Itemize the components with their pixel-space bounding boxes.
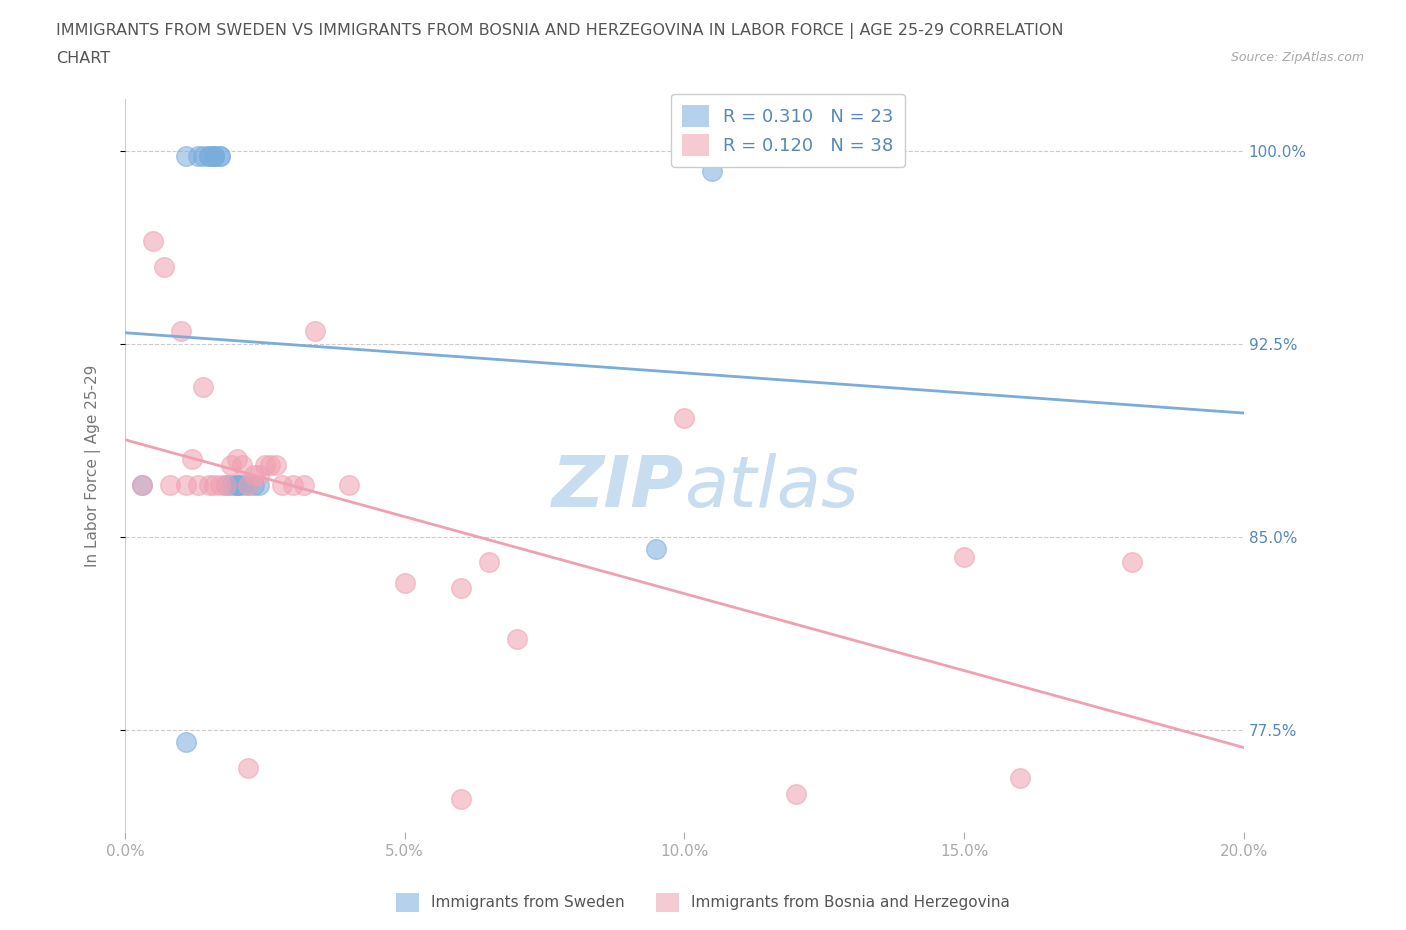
Point	[1121, 555, 1143, 570]
Point	[231, 458, 253, 472]
Y-axis label: In Labor Force | Age 25-29: In Labor Force | Age 25-29	[86, 365, 101, 567]
Point	[225, 478, 247, 493]
Point	[673, 411, 696, 426]
Point	[292, 478, 315, 493]
Point	[208, 478, 231, 493]
Point	[131, 478, 153, 493]
Point	[219, 458, 242, 472]
Point	[264, 458, 287, 472]
Point	[477, 555, 499, 570]
Point	[187, 149, 209, 164]
Point	[1008, 771, 1031, 786]
Text: ZIP: ZIP	[553, 453, 685, 523]
Point	[225, 478, 247, 493]
Point	[198, 478, 221, 493]
Point	[270, 478, 292, 493]
Point	[193, 149, 215, 164]
Point	[204, 149, 226, 164]
Point	[176, 735, 198, 750]
Point	[187, 478, 209, 493]
Point	[304, 324, 326, 339]
Point	[176, 478, 198, 493]
Legend: R = 0.310   N = 23, R = 0.120   N = 38: R = 0.310 N = 23, R = 0.120 N = 38	[671, 94, 904, 166]
Text: IMMIGRANTS FROM SWEDEN VS IMMIGRANTS FROM BOSNIA AND HERZEGOVINA IN LABOR FORCE : IMMIGRANTS FROM SWEDEN VS IMMIGRANTS FRO…	[56, 23, 1064, 39]
Point	[208, 149, 231, 164]
Point	[337, 478, 360, 493]
Point	[198, 149, 221, 164]
Point	[953, 550, 976, 565]
Point	[236, 478, 259, 493]
Legend: Immigrants from Sweden, Immigrants from Bosnia and Herzegovina: Immigrants from Sweden, Immigrants from …	[391, 887, 1015, 918]
Point	[247, 478, 270, 493]
Point	[214, 478, 236, 493]
Point	[231, 478, 253, 493]
Point	[153, 259, 176, 274]
Point	[242, 478, 264, 493]
Point	[505, 632, 527, 647]
Text: Source: ZipAtlas.com: Source: ZipAtlas.com	[1230, 51, 1364, 64]
Point	[176, 149, 198, 164]
Point	[204, 478, 226, 493]
Point	[204, 149, 226, 164]
Point	[131, 478, 153, 493]
Point	[204, 149, 226, 164]
Point	[450, 580, 472, 595]
Point	[225, 478, 247, 493]
Point	[242, 468, 264, 483]
Point	[259, 458, 281, 472]
Point	[236, 478, 259, 493]
Point	[214, 478, 236, 493]
Point	[159, 478, 181, 493]
Point	[247, 468, 270, 483]
Point	[253, 458, 276, 472]
Point	[281, 478, 304, 493]
Point	[193, 380, 215, 395]
Point	[219, 478, 242, 493]
Point	[450, 791, 472, 806]
Text: atlas: atlas	[685, 453, 859, 523]
Point	[394, 576, 416, 591]
Point	[181, 452, 204, 467]
Point	[198, 149, 221, 164]
Text: CHART: CHART	[56, 51, 110, 66]
Point	[225, 452, 247, 467]
Point	[702, 164, 724, 179]
Point	[208, 149, 231, 164]
Point	[645, 542, 668, 557]
Point	[236, 761, 259, 776]
Point	[142, 233, 165, 248]
Point	[170, 324, 193, 339]
Point	[785, 787, 807, 802]
